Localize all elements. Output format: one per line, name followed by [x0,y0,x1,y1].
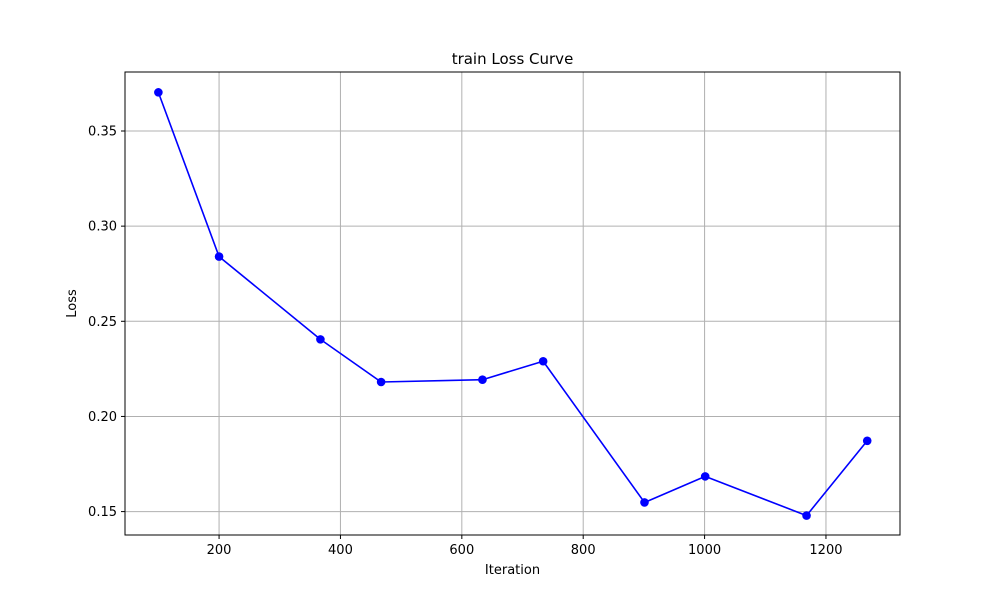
data-point [538,356,548,366]
data-point [640,498,649,507]
y-tick-label: 0.30 [88,220,117,235]
x-tick-label: 1000 [688,543,721,558]
data-point [802,511,811,520]
data-point [376,377,386,387]
y-tick-label: 0.20 [88,410,117,425]
y-tick-label: 0.35 [88,124,117,139]
plot-area [125,72,900,535]
x-axis-ticks: 200 400 600 800 1000 1200 [207,535,843,558]
grid-lines [125,72,900,535]
y-tick-label: 0.15 [88,505,117,520]
x-tick-label: 400 [328,543,353,558]
x-tick-label: 1200 [809,543,842,558]
data-point [214,252,224,261]
plot-frame [124,71,901,536]
y-tick-label: 0.25 [88,315,117,330]
data-point [700,472,710,481]
data-point [316,335,325,344]
y-axis-label: Loss [65,289,80,318]
data-point [862,436,872,446]
series-layer [154,88,872,520]
data-point [478,375,487,385]
chart-title: train Loss Curve [452,50,574,68]
x-tick-label: 600 [449,543,474,558]
x-tick-label: 200 [207,543,232,558]
x-tick-label: 800 [571,543,596,558]
y-axis-ticks: 0.15 0.20 0.25 0.30 0.35 [88,124,125,520]
series-line [157,92,868,517]
x-axis-label: Iteration [485,563,540,578]
data-point [154,88,163,97]
